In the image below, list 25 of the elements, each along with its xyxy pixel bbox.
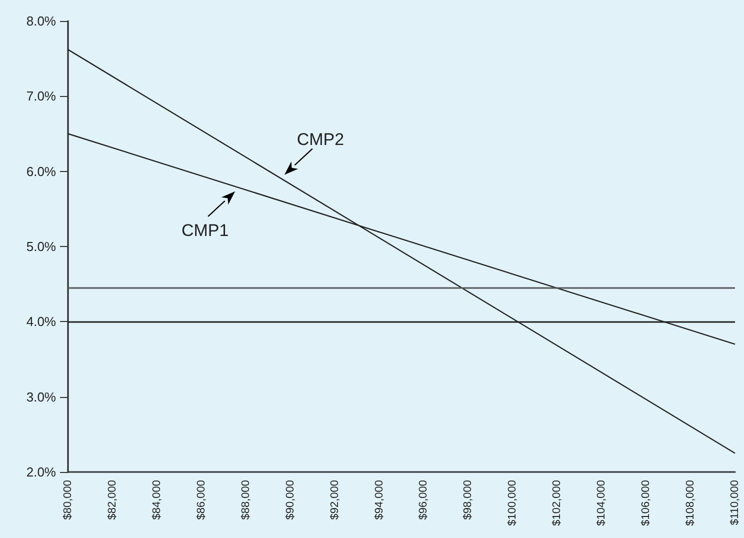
- y-tick-label: 2.0%: [26, 464, 56, 480]
- y-tick-label: 3.0%: [26, 389, 56, 404]
- x-tick-label: $104,000: [596, 480, 608, 526]
- x-tick-label: $92,000: [328, 480, 341, 520]
- x-tick-label: $84,000: [150, 480, 163, 520]
- x-tick-label: $82,000: [106, 480, 118, 520]
- x-tick-label: $80,000: [62, 480, 74, 520]
- x-tick-label: $100,000: [506, 480, 519, 526]
- text: CMP1: [181, 220, 229, 240]
- x-tick-label: $86,000: [195, 480, 208, 520]
- x-tick-label: $96,000: [418, 480, 430, 520]
- y-tick-label: 4.0%: [26, 314, 56, 330]
- x-tick-label: $102,000: [551, 480, 564, 526]
- series-label: CMP2: [296, 130, 344, 150]
- x-tick-label: $110,000: [729, 480, 741, 526]
- y-tick-label: 6.0%: [26, 164, 56, 179]
- x-tick-label: $98,000: [462, 480, 474, 520]
- x-tick-label: $90,000: [284, 480, 296, 520]
- y-tick-label: 7.0%: [26, 88, 56, 104]
- x-tick-label: $106,000: [640, 480, 652, 526]
- x-tick-label: $94,000: [373, 480, 386, 520]
- x-tick-label: $108,000: [684, 480, 697, 526]
- y-tick-label: 5.0%: [26, 239, 56, 254]
- y-tick-label: 8.0%: [26, 14, 56, 28]
- x-tick-label: $88,000: [240, 480, 252, 520]
